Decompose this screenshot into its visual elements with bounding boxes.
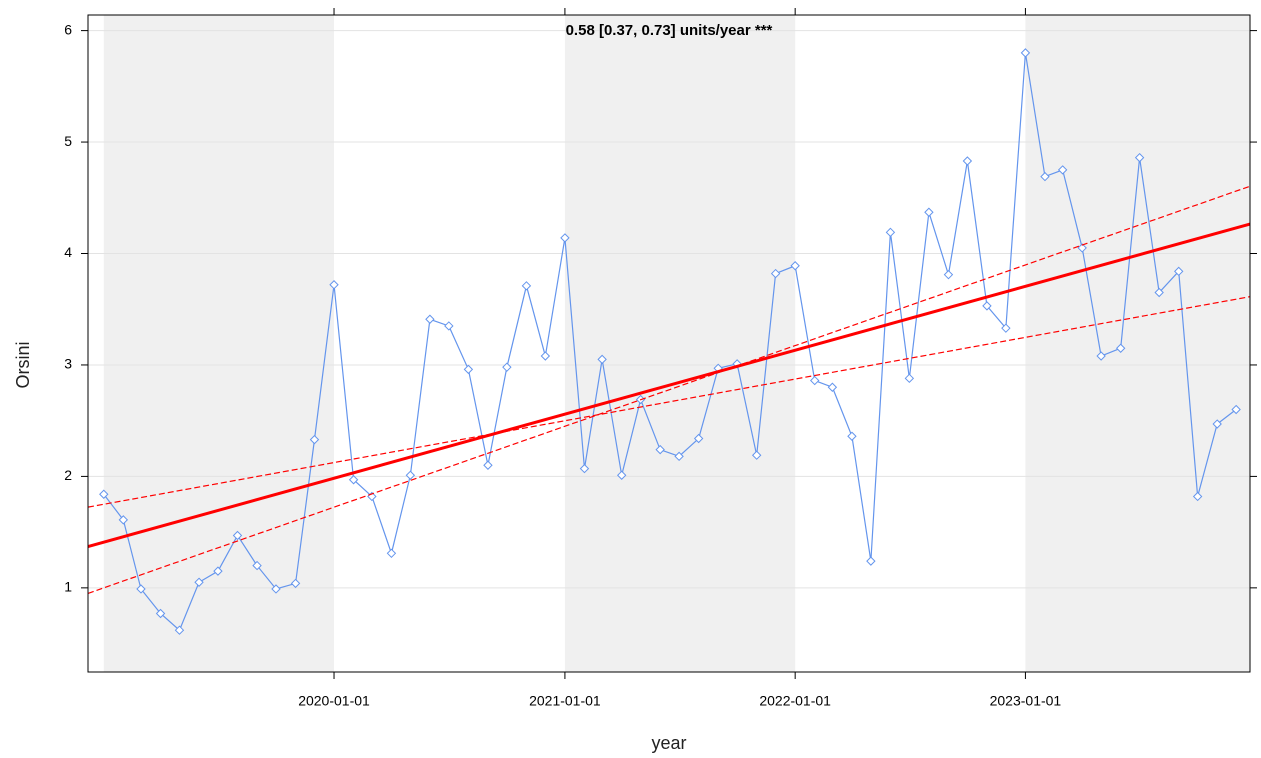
- data-point: [252, 560, 262, 571]
- data-point: [770, 268, 781, 279]
- plot: [87, 48, 1251, 635]
- x-tick-label: 2023-01-01: [990, 693, 1062, 709]
- data-point: [483, 460, 493, 470]
- data-point: [1057, 165, 1068, 175]
- data-point: [924, 207, 934, 217]
- y-tick-label: 4: [64, 244, 72, 260]
- data-point: [405, 470, 416, 480]
- data-point: [579, 463, 590, 474]
- trend-line: [87, 222, 1251, 548]
- data-point: [329, 280, 339, 290]
- data-point: [962, 156, 973, 166]
- y-tick-label: 5: [64, 133, 72, 149]
- x-tick-label: 2022-01-01: [759, 693, 831, 709]
- data-point: [502, 362, 512, 372]
- data-point: [1212, 419, 1222, 429]
- data-point: [597, 354, 607, 365]
- data-point: [1001, 323, 1011, 333]
- x-axis-title: year: [651, 733, 686, 753]
- year-band: [1025, 15, 1250, 672]
- data-point: [1134, 152, 1145, 163]
- chart-title: 0.58 [0.37, 0.73] units/year ***: [566, 22, 773, 39]
- data-point: [444, 321, 454, 331]
- data-point: [810, 375, 820, 386]
- data-point: [1192, 491, 1203, 502]
- data-point: [1077, 243, 1087, 253]
- trend-interval: [87, 296, 1251, 508]
- data-point: [463, 364, 474, 375]
- data-point: [309, 434, 320, 445]
- y-tick-label: 3: [64, 356, 72, 372]
- y-tick-label: 2: [64, 467, 72, 483]
- year-band: [103, 15, 335, 672]
- data-point: [118, 515, 129, 525]
- data-point: [790, 261, 800, 271]
- data-point: [1040, 171, 1050, 182]
- data-point: [521, 281, 532, 291]
- data-point: [1174, 266, 1184, 277]
- data-point: [1096, 351, 1106, 361]
- data-point: [174, 625, 185, 635]
- year-shading: [103, 15, 1250, 672]
- data-point: [194, 577, 204, 587]
- data-point: [693, 433, 704, 444]
- data-point: [1115, 343, 1126, 353]
- data-point: [827, 382, 838, 392]
- data-point: [136, 584, 146, 594]
- data-point: [982, 301, 992, 311]
- y-tick-label: 1: [64, 579, 72, 595]
- y-tick-label: 6: [64, 21, 72, 37]
- data-point: [1154, 287, 1164, 298]
- data-point: [99, 489, 109, 499]
- data-point: [655, 444, 665, 455]
- data-point: [943, 269, 954, 280]
- data-point: [348, 475, 359, 485]
- data-point: [847, 431, 857, 441]
- data-point: [155, 608, 166, 619]
- data-point: [1020, 48, 1031, 58]
- data-point: [616, 470, 627, 480]
- data-point: [271, 584, 281, 594]
- data-point: [540, 351, 551, 361]
- x-tick-label: 2020-01-01: [298, 693, 370, 709]
- data-point: [560, 233, 570, 243]
- data-point: [674, 451, 684, 462]
- data-point: [386, 548, 397, 559]
- year-band: [564, 15, 796, 672]
- data-point: [751, 450, 762, 460]
- data-point: [213, 566, 223, 576]
- data-point: [904, 373, 915, 384]
- plot-frame: [87, 14, 1251, 673]
- data-point: [1231, 404, 1241, 415]
- y-axis-title: Orsini: [13, 341, 33, 388]
- data-point: [866, 556, 876, 566]
- data-point: [425, 314, 435, 324]
- x-tick-label: 2021-01-01: [529, 693, 601, 709]
- trend-interval: [87, 185, 1251, 594]
- data-point: [232, 530, 243, 541]
- data-point: [885, 227, 896, 238]
- data-point: [290, 578, 301, 589]
